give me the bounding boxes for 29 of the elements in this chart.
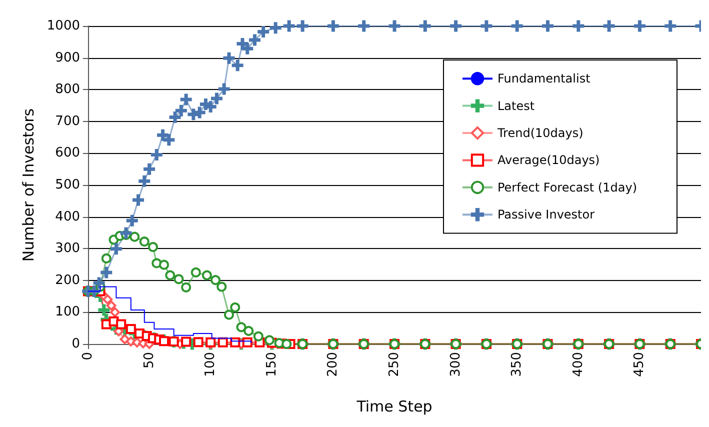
y-tick-label: 900 [55, 50, 80, 66]
legend-label: Average(10days) [497, 153, 600, 168]
x-tick-label: 200 [326, 352, 341, 377]
y-axis-title: Number of Investors [20, 108, 38, 262]
y-tick-label: 200 [55, 272, 80, 288]
x-tick-label: 0 [80, 352, 96, 360]
legend-label: Passive Investor [497, 208, 595, 222]
x-tick-label: 50 [142, 352, 157, 369]
x-tick-label: 300 [448, 352, 464, 377]
legend-label: Latest [497, 98, 535, 113]
y-tick-label: 1000 [46, 18, 80, 34]
x-tick-label: 250 [387, 352, 402, 377]
x-tick-label: 450 [632, 352, 648, 377]
x-tick-label: 350 [510, 352, 525, 377]
y-tick-label: 400 [55, 209, 80, 224]
y-tick-label: 0 [72, 336, 80, 352]
legend-label: Trend(10days) [496, 126, 584, 140]
x-tick-label: 100 [203, 352, 218, 377]
y-tick-label: 700 [55, 114, 80, 129]
y-tick-label: 300 [55, 241, 80, 256]
y-tick-label: 100 [55, 304, 80, 320]
x-axis-title: Time Step [356, 398, 432, 416]
x-tick-label: 400 [570, 352, 586, 377]
legend-label: Fundamentalist [497, 72, 591, 86]
y-tick-label: 500 [55, 178, 80, 192]
x-tick-label: 150 [264, 352, 280, 377]
y-tick-label: 800 [55, 82, 80, 98]
y-tick-label: 600 [55, 146, 80, 161]
legend-label: Perfect Forecast (1day) [497, 180, 638, 194]
